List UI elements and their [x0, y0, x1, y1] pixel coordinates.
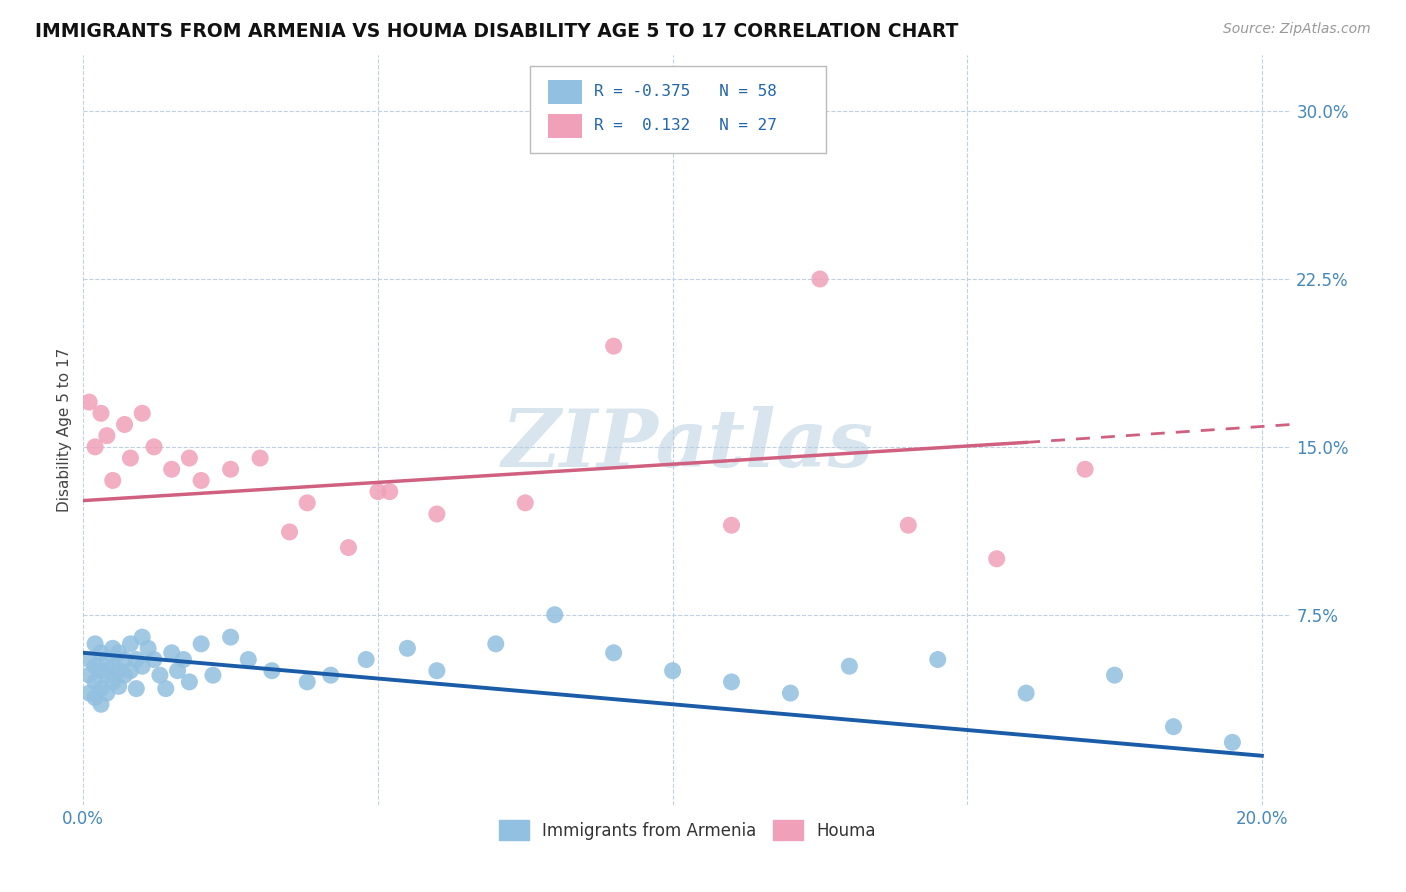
Point [101, 674, 124, 689]
Point [107, 679, 129, 693]
Point [125, 652, 148, 666]
FancyBboxPatch shape [530, 66, 827, 153]
Point [96, 652, 118, 666]
Point [120, 637, 142, 651]
Point [172, 652, 194, 666]
Point [149, 668, 172, 682]
Point [77, 395, 100, 409]
Point [143, 440, 166, 454]
Text: IMMIGRANTS FROM ARMENIA VS HOUMA DISABILITY AGE 5 TO 17 CORRELATION CHART: IMMIGRANTS FROM ARMENIA VS HOUMA DISABIL… [35, 22, 959, 41]
Point [927, 652, 949, 666]
Point [90, 681, 112, 696]
Point [1015, 686, 1038, 700]
Point [136, 641, 159, 656]
Point [426, 664, 449, 678]
Point [1074, 462, 1097, 476]
Point [1163, 720, 1185, 734]
Point [160, 462, 183, 476]
Point [84, 659, 107, 673]
Point [602, 646, 624, 660]
Text: R =  0.132   N = 27: R = 0.132 N = 27 [595, 118, 778, 133]
Bar [548, 113, 582, 137]
Point [897, 518, 920, 533]
Point [602, 339, 624, 353]
Point [219, 630, 242, 644]
Point [297, 674, 319, 689]
Point [114, 417, 136, 432]
Point [808, 272, 831, 286]
Legend: Immigrants from Armenia, Houma: Immigrants from Armenia, Houma [494, 815, 880, 846]
Point [515, 496, 537, 510]
Point [378, 484, 401, 499]
Point [238, 652, 260, 666]
Text: ZIPatlas: ZIPatlas [502, 407, 873, 483]
Point [114, 652, 136, 666]
Point [1222, 735, 1244, 749]
Point [278, 524, 301, 539]
Bar [548, 80, 582, 103]
Point [354, 652, 377, 666]
Point [107, 646, 129, 660]
Point [544, 607, 567, 622]
Point [101, 474, 124, 488]
Point [396, 641, 419, 656]
Point [720, 674, 742, 689]
Point [107, 664, 129, 678]
Point [249, 451, 271, 466]
Point [179, 451, 201, 466]
Point [779, 686, 801, 700]
Point [77, 668, 100, 682]
Point [120, 451, 142, 466]
Point [101, 659, 124, 673]
Point [84, 690, 107, 705]
Point [96, 668, 118, 682]
Point [986, 551, 1008, 566]
Point [96, 686, 118, 700]
Point [84, 637, 107, 651]
Point [661, 664, 683, 678]
Point [219, 462, 242, 476]
Point [179, 674, 201, 689]
Point [319, 668, 342, 682]
Point [838, 659, 860, 673]
Point [131, 630, 153, 644]
Point [90, 664, 112, 678]
Point [96, 428, 118, 442]
Point [77, 686, 100, 700]
Point [131, 659, 153, 673]
Point [367, 484, 389, 499]
Point [720, 518, 742, 533]
Point [155, 681, 177, 696]
Point [77, 652, 100, 666]
Point [84, 440, 107, 454]
Point [120, 664, 142, 678]
Point [190, 637, 212, 651]
Point [485, 637, 508, 651]
Point [166, 664, 188, 678]
Point [337, 541, 360, 555]
Point [131, 406, 153, 420]
Text: Source: ZipAtlas.com: Source: ZipAtlas.com [1223, 22, 1371, 37]
Point [84, 674, 107, 689]
Point [201, 668, 224, 682]
Point [297, 496, 319, 510]
Point [160, 646, 183, 660]
Y-axis label: Disability Age 5 to 17: Disability Age 5 to 17 [58, 348, 72, 512]
Point [190, 474, 212, 488]
Point [90, 406, 112, 420]
Point [143, 652, 166, 666]
Point [426, 507, 449, 521]
Point [90, 646, 112, 660]
Point [114, 668, 136, 682]
Point [260, 664, 283, 678]
Point [1104, 668, 1126, 682]
Point [101, 641, 124, 656]
Point [90, 698, 112, 712]
Point [125, 681, 148, 696]
Text: R = -0.375   N = 58: R = -0.375 N = 58 [595, 85, 778, 99]
